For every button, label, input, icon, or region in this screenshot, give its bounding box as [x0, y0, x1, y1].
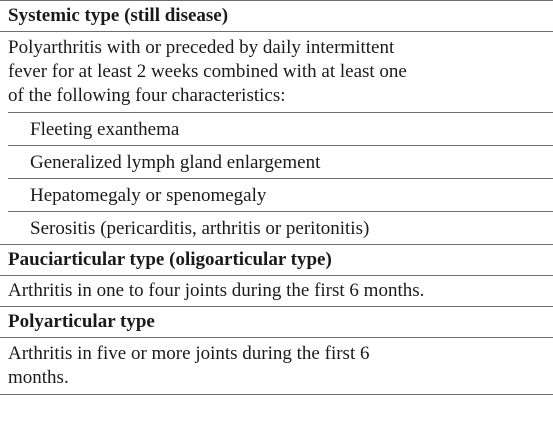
list-item: Fleeting exanthema [8, 112, 553, 145]
section-heading-systemic: Systemic type (still disease) [0, 0, 553, 31]
section-heading-polyarticular: Polyarticular type [0, 306, 553, 337]
section-heading-pauciarticular: Pauciarticular type (oligoarticular type… [0, 244, 553, 275]
description-line: of the following four characteristics: [8, 85, 286, 106]
section-description-pauciarticular: Arthritis in one to four joints during t… [0, 275, 553, 306]
list-item: Serositis (pericarditis, arthritis or pe… [8, 211, 553, 244]
list-item: Hepatomegaly or spenomegaly [8, 178, 553, 211]
description-line: months. [8, 367, 69, 388]
section-description-polyarticular: Arthritis in five or more joints during … [0, 337, 553, 395]
section-description-systemic: Polyarthritis with or preceded by daily … [0, 31, 553, 112]
criteria-table: Systemic type (still disease) Polyarthri… [0, 0, 553, 395]
description-line: fever for at least 2 weeks combined with… [8, 61, 407, 82]
list-item: Generalized lymph gland enlargement [8, 145, 553, 178]
description-line: Arthritis in five or more joints during … [8, 343, 370, 364]
description-line: Polyarthritis with or preceded by daily … [8, 37, 395, 58]
